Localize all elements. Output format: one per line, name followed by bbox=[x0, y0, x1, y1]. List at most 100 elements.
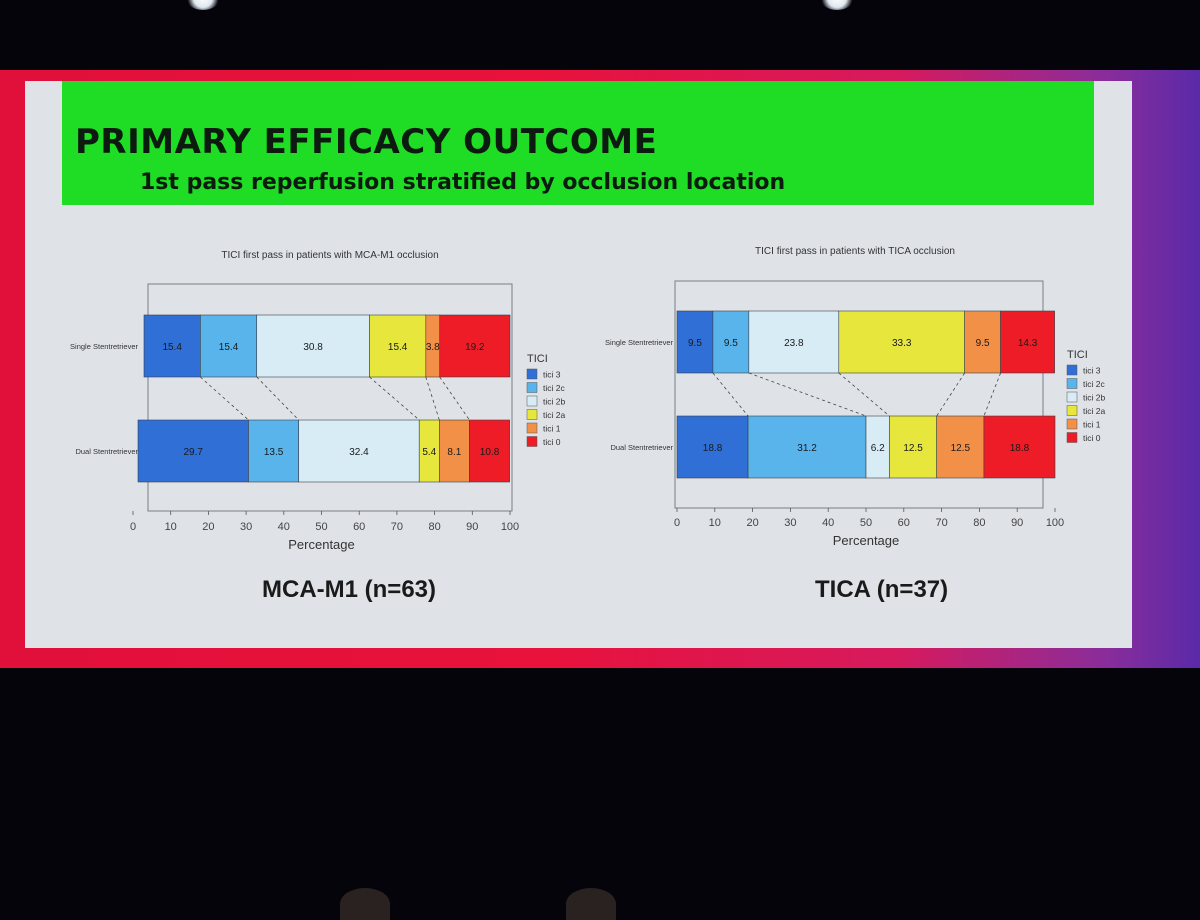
bar-segment bbox=[676, 415, 749, 479]
connector-line bbox=[439, 376, 470, 421]
x-axis-label: Percentage bbox=[288, 537, 355, 552]
bar-value-label: 15.4 bbox=[388, 342, 408, 353]
category-label: Single Stentretriever bbox=[70, 342, 138, 351]
audience-head-2 bbox=[566, 888, 616, 920]
x-tick-label: 30 bbox=[240, 521, 252, 533]
x-tick-label: 50 bbox=[860, 517, 872, 529]
stage-light-left bbox=[186, 0, 220, 10]
bar-value-label: 30.8 bbox=[303, 342, 323, 353]
legend-title: TICI bbox=[1067, 349, 1088, 361]
bar-value-label: 23.8 bbox=[784, 338, 804, 349]
legend-label: tici 3 bbox=[1083, 366, 1101, 376]
x-tick-label: 100 bbox=[501, 521, 519, 533]
x-tick-label: 50 bbox=[315, 521, 327, 533]
x-axis-label: Percentage bbox=[833, 533, 900, 548]
connector-line bbox=[425, 376, 440, 421]
caption-tica: TICA (n=37) bbox=[815, 576, 949, 603]
bar-value-label: 13.5 bbox=[264, 447, 284, 458]
legend-label: tici 2a bbox=[1083, 406, 1105, 416]
bar-value-label: 12.5 bbox=[951, 443, 971, 454]
bar-value-label: 33.3 bbox=[892, 338, 912, 349]
bar-value-label: 19.2 bbox=[465, 342, 485, 353]
legend-swatch bbox=[526, 436, 538, 447]
legend-label: tici 2b bbox=[1083, 393, 1105, 403]
chart-mca-m1: TICI first pass in patients with MCA-M1 … bbox=[70, 246, 1105, 552]
audience-head-1 bbox=[340, 888, 390, 920]
x-tick-label: 20 bbox=[746, 517, 758, 529]
legend-label: tici 0 bbox=[1083, 433, 1101, 443]
bar-segment bbox=[469, 419, 510, 483]
bar-segment bbox=[256, 314, 370, 378]
slide-subtitle: 1st pass reperfusion stratified by occlu… bbox=[140, 170, 786, 195]
legend-swatch bbox=[1066, 432, 1078, 443]
legend-label: tici 0 bbox=[543, 437, 561, 447]
legend-label: tici 2b bbox=[543, 397, 565, 407]
x-tick-label: 60 bbox=[898, 517, 910, 529]
x-tick-label: 0 bbox=[130, 521, 136, 533]
bar-value-label: 29.7 bbox=[184, 447, 204, 458]
legend-label: tici 2c bbox=[1083, 379, 1105, 389]
bar-value-label: 10.8 bbox=[480, 447, 500, 458]
legend-label: tici 2a bbox=[543, 410, 565, 420]
legend-swatch bbox=[1066, 405, 1078, 416]
caption-mca-m1: MCA-M1 (n=63) bbox=[262, 576, 437, 603]
bar-segment bbox=[200, 314, 258, 378]
connector-line bbox=[256, 376, 299, 421]
bar-value-label: 14.3 bbox=[1018, 338, 1038, 349]
plot-frame bbox=[147, 283, 513, 512]
bar-segment bbox=[439, 314, 511, 378]
bar-segment bbox=[838, 310, 965, 374]
bar-segment bbox=[439, 419, 470, 483]
bar-value-label: 31.2 bbox=[797, 443, 817, 454]
bar-value-label: 15.4 bbox=[162, 342, 182, 353]
legend-swatch bbox=[1066, 378, 1078, 389]
x-tick-label: 10 bbox=[165, 521, 177, 533]
bar-value-label: 18.8 bbox=[1010, 443, 1030, 454]
connector-line bbox=[712, 372, 749, 417]
legend-swatch bbox=[526, 395, 538, 407]
bar-value-label: 5.4 bbox=[422, 447, 436, 458]
x-tick-label: 90 bbox=[466, 521, 478, 533]
slide-title: PRIMARY EFFICACY OUTCOME bbox=[75, 122, 658, 162]
connector-line bbox=[838, 372, 890, 417]
bar-value-label: 18.8 bbox=[703, 443, 723, 454]
legend-title: TICI bbox=[527, 353, 548, 365]
connector-line bbox=[200, 376, 249, 421]
x-tick-label: 40 bbox=[822, 517, 834, 529]
stage-light-right bbox=[820, 0, 854, 10]
x-tick-label: 80 bbox=[973, 517, 985, 529]
legend-swatch bbox=[526, 422, 538, 434]
bar-value-label: 6.2 bbox=[871, 443, 885, 454]
connector-line bbox=[369, 376, 420, 421]
legend-label: tici 1 bbox=[1083, 420, 1101, 430]
category-label: Dual Stentretriever bbox=[75, 447, 138, 456]
bar-segment bbox=[748, 310, 840, 374]
chart-title: TICI first pass in patients with TICA oc… bbox=[755, 246, 955, 257]
bar-segment bbox=[889, 415, 937, 479]
bar-segment bbox=[747, 415, 867, 479]
connector-line bbox=[983, 372, 1001, 417]
x-tick-label: 60 bbox=[353, 521, 365, 533]
legend-swatch bbox=[1066, 364, 1078, 376]
bar-value-label: 32.4 bbox=[349, 447, 369, 458]
x-tick-label: 70 bbox=[935, 517, 947, 529]
bar-segment bbox=[712, 310, 750, 374]
x-tick-label: 40 bbox=[278, 521, 290, 533]
bar-segment bbox=[983, 415, 1056, 479]
bar-value-label: 9.5 bbox=[976, 338, 990, 349]
bar-value-label: 3.8 bbox=[426, 342, 440, 353]
x-tick-label: 100 bbox=[1046, 517, 1064, 529]
slide-header bbox=[62, 81, 1094, 205]
bar-value-label: 12.5 bbox=[903, 443, 923, 454]
x-tick-label: 80 bbox=[428, 521, 440, 533]
category-label: Single Stentretriever bbox=[605, 338, 673, 347]
chart-title: TICI first pass in patients with MCA-M1 … bbox=[221, 250, 438, 261]
connector-line bbox=[936, 372, 965, 417]
legend-swatch bbox=[1066, 391, 1078, 403]
bar-segment bbox=[676, 310, 714, 374]
x-tick-label: 0 bbox=[674, 517, 680, 529]
bar-value-label: 9.5 bbox=[724, 338, 738, 349]
x-tick-label: 20 bbox=[202, 521, 214, 533]
x-tick-label: 30 bbox=[784, 517, 796, 529]
category-label: Dual Stentretriever bbox=[610, 443, 673, 452]
